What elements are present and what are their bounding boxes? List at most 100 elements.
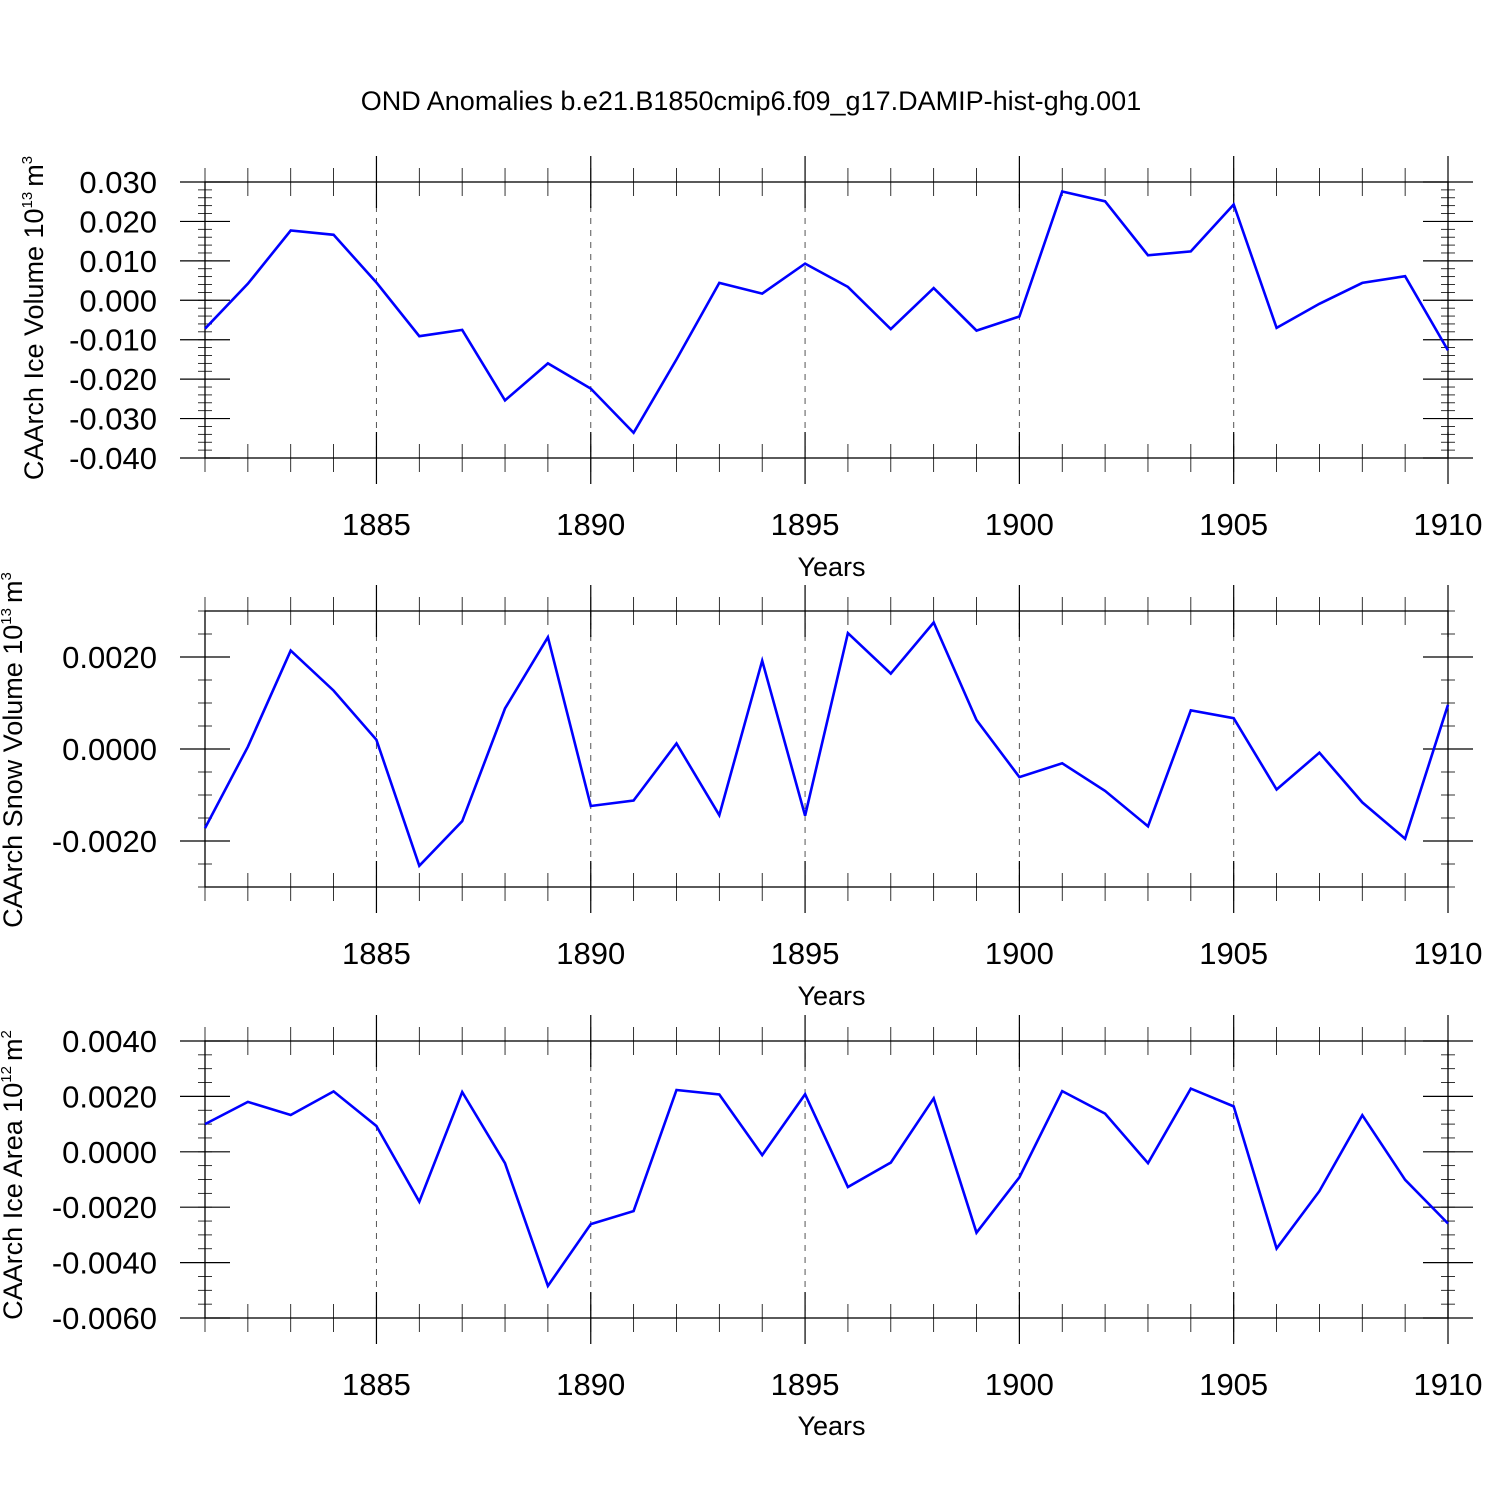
data-point-1901: 1901: 0.00219 — [1060, 1089, 1064, 1093]
data-point-1908: 1908: 0.00132 — [1360, 1113, 1364, 1117]
x-tick-label-1895: 1895 — [771, 936, 840, 971]
data-point-1910: 1910: 0.00096 — [1446, 703, 1450, 707]
data-point-1883: 1883: 0.0177 — [289, 228, 293, 232]
data-point-1905: 1905: 0.00067 — [1232, 716, 1236, 720]
data-point-1889: 1889: -0.016 — [546, 361, 550, 365]
data-point-1891: 1891: -0.00112 — [632, 799, 636, 803]
data-point-1905: 1905: 0.00164 — [1232, 1104, 1236, 1108]
series-line — [204, 1086, 1449, 1289]
data-point-1908: 1908: -0.00116 — [1360, 800, 1364, 804]
data-point-1903: 1903: -0.00041 — [1146, 1161, 1150, 1165]
data-point-1899: 1899: 0.00063 — [975, 718, 979, 722]
data-point-1910: 1910: -0.00259 — [1446, 1222, 1450, 1226]
y-tick-label: 0.020 — [79, 204, 157, 239]
data-point-1902: 1902: 0.0251 — [1103, 199, 1107, 203]
data-point-1907: 1907: -0.0009 — [1317, 302, 1321, 306]
y-tick-label: 0.0000 — [62, 732, 157, 767]
y-tick-label: 0.0040 — [62, 1024, 157, 1059]
data-point-1890: 1890: -0.00261 — [589, 1222, 593, 1226]
x-tick-label-1900: 1900 — [985, 507, 1054, 542]
data-point-1883: 1883: 0.00214 — [289, 649, 293, 653]
data-point-1888: 1888: -0.00041 — [503, 1161, 507, 1165]
y-axis-label-unit: m — [0, 580, 28, 603]
data-point-1884: 1884: 0.00127 — [332, 689, 336, 693]
y-axis-label: CAArch Snow Volume 1013 m3 — [0, 572, 28, 928]
y-tick-label: -0.0020 — [52, 1190, 157, 1225]
data-point-1902: 1902: -0.00091 — [1103, 789, 1107, 793]
data-point-1900: 1900: -0.0041 — [1017, 314, 1021, 318]
data-point-1891: 1891: -0.0336 — [632, 431, 636, 435]
data-point-1896: 1896: 0.00252 — [846, 631, 850, 635]
data-point-1896: 1896: 0.0034 — [846, 285, 850, 289]
x-tick-label-1910: 1910 — [1414, 936, 1483, 971]
data-point-1910: 1910: -0.0127 — [1446, 348, 1450, 352]
y-axis-label-exponent: 13 — [0, 608, 15, 625]
data-point-1892: 1892: -0.015 — [674, 357, 678, 361]
x-tick-label-1900: 1900 — [985, 1367, 1054, 1402]
data-point-1903: 1903: -0.00168 — [1146, 824, 1150, 828]
x-axis-label: Years — [797, 552, 865, 582]
y-tick-label: 0.000 — [79, 283, 157, 318]
y-tick-label: 0.0020 — [62, 1079, 157, 1114]
x-tick-label-1905: 1905 — [1199, 936, 1268, 971]
data-point-1892: 1892: 0.00223 — [674, 1088, 678, 1092]
y-tick-label: -0.0020 — [52, 824, 157, 859]
data-point-1905: 1905: 0.0243 — [1232, 202, 1236, 206]
data-point-1882: 1882: 0.0018 — [246, 1100, 250, 1104]
y-axis-label-unit-exponent: 3 — [0, 572, 15, 580]
data-point-1889: 1889: -0.00484 — [546, 1284, 550, 1288]
data-point-1894: 1894: 0.00192 — [760, 659, 764, 663]
data-point-1894: 1894: 0.0017 — [760, 292, 764, 296]
data-point-1906: 1906: -0.00349 — [1275, 1246, 1279, 1250]
x-tick-label-1905: 1905 — [1199, 507, 1268, 542]
data-point-1890: 1890: -0.00124 — [589, 804, 593, 808]
data-point-1890: 1890: -0.0224 — [589, 387, 593, 391]
data-point-1897: 1897: -0.00039 — [889, 1161, 893, 1165]
x-tick-label-1895: 1895 — [771, 507, 840, 542]
y-tick-label: -0.030 — [69, 402, 157, 437]
data-point-1895: 1895: -0.00145 — [803, 814, 807, 818]
data-point-1897: 1897: -0.0073 — [889, 327, 893, 331]
y-tick-label: -0.040 — [69, 441, 157, 476]
y-axis-label-unit-exponent: 2 — [0, 1030, 15, 1038]
data-point-1904: 1904: 0.00228 — [1189, 1087, 1193, 1091]
series-line — [204, 189, 1450, 435]
data-point-1899: 1899: -0.00292 — [975, 1231, 979, 1235]
data-point-1901: 1901: -0.00031 — [1060, 761, 1064, 765]
data-point-1883: 1883: 0.00133 — [289, 1113, 293, 1117]
data-point-1900: 1900: -0.00092 — [1017, 1175, 1021, 1179]
data-point-1909: 1909: 0.0061 — [1403, 274, 1407, 278]
data-point-1893: 1893: 0.00207 — [717, 1092, 721, 1096]
x-tick-label-1890: 1890 — [556, 936, 625, 971]
x-tick-label-1890: 1890 — [556, 1367, 625, 1402]
panels: -0.040 -0.030 -0.020 -0.010 0.000 0.010 0.020 0… — [0, 156, 1482, 1441]
data-point-1897: 1897: 0.00164 — [889, 672, 893, 676]
data-point-1896: 1896: -0.00127 — [846, 1185, 850, 1189]
y-axis-label-text: CAArch Snow Volume 10 — [0, 625, 28, 928]
y-axis-label-exponent: 13 — [19, 192, 36, 209]
y-tick-label: 0.010 — [79, 244, 157, 279]
x-tick-label-1885: 1885 — [342, 507, 411, 542]
data-point-1885: 1885: 0.0002 — [374, 738, 378, 742]
data-point-1893: 1893: 0.0044 — [717, 281, 721, 285]
x-tick-label-1900: 1900 — [985, 936, 1054, 971]
y-axis-label-exponent: 12 — [0, 1066, 15, 1083]
y-tick-label: -0.010 — [69, 323, 157, 358]
y-axis-label: CAArch Ice Area 1012 m2 — [0, 1030, 28, 1320]
data-point-1881: 1881: 0.001 — [203, 1122, 207, 1126]
y-axis-label-text: CAArch Ice Area 10 — [0, 1083, 28, 1320]
data-point-1898: 1898: 0.00193 — [932, 1096, 936, 1100]
y-axis-label: CAArch Ice Volume 1013 m3 — [19, 156, 49, 480]
series-line — [203, 620, 1450, 869]
data-point-1885: 1885: 0.0045 — [374, 281, 378, 285]
y-axis-label-unit: m — [0, 1039, 28, 1062]
x-tick-label-1885: 1885 — [342, 936, 411, 971]
plot-frame — [204, 610, 1449, 888]
y-tick-label: 0.0000 — [62, 1135, 157, 1170]
data-point-1904: 1904: 0.00084 — [1189, 708, 1193, 712]
data-point-1891: 1891: -0.00214 — [632, 1209, 636, 1213]
x-tick-label-1910: 1910 — [1414, 1367, 1483, 1402]
data-point-1907: 1907: -0.00008 — [1317, 751, 1321, 755]
panel-2: -0.0020 0.0000 0.0020 1885 1890 1895 1900 1905 1… — [0, 572, 1482, 1011]
